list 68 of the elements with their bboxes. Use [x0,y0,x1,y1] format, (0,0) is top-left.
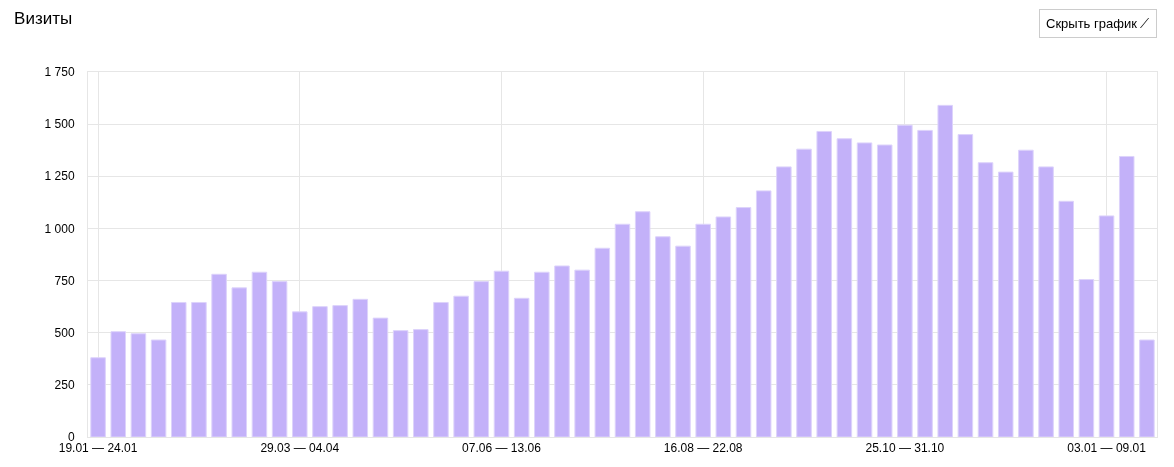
bar [554,265,570,437]
bar [796,148,812,437]
bar [1038,166,1054,437]
bar [897,124,913,437]
x-tick-label: 29.03 — 04.04 [260,441,340,456]
bar [655,236,671,437]
bar [856,142,873,437]
bar [675,245,691,437]
bar [1098,215,1115,437]
bar [977,162,994,437]
y-tick-label: 250 [54,378,75,393]
y-tick-label: 1 000 [44,221,75,236]
bar [574,269,590,437]
bar [372,317,389,437]
bar [816,130,832,437]
bar [110,331,127,437]
y-tick-label: 1 250 [44,169,75,184]
x-tick-label: 03.01 — 09.01 [1067,441,1147,456]
bar [1078,279,1095,437]
bar [231,287,248,437]
y-tick-label: 1 750 [44,65,75,80]
bar [715,216,732,437]
bar [90,357,106,437]
bar [171,301,187,437]
bar [614,223,631,437]
bar [634,211,651,437]
bar [997,171,1014,437]
bar [352,298,369,437]
bar [413,329,429,437]
bar [150,339,167,437]
bar [534,271,550,437]
bar [957,134,974,437]
y-tick-label: 500 [54,325,75,340]
bar [493,270,510,437]
x-tick-label: 07.06 — 13.06 [462,441,542,456]
bar [292,311,308,437]
bar [776,166,792,437]
bar [1058,200,1074,437]
bar [735,207,752,437]
bar [937,104,953,437]
x-tick-label: 25.10 — 31.10 [865,441,945,456]
bar [191,301,207,437]
bar [271,281,288,437]
bar [917,129,933,437]
bar [473,281,490,437]
bar [1139,339,1155,437]
y-tick-label: 750 [54,273,75,288]
bar [594,247,611,437]
bar [312,306,328,437]
bar [433,301,449,437]
bar [251,271,268,437]
bar [876,144,893,437]
bar [695,223,711,437]
bar [513,297,530,437]
bar [1118,155,1135,437]
text: Скрыть график ⟋ [1046,16,1151,31]
bar [1018,149,1034,437]
y-tick-label: 1 500 [44,117,75,132]
bar [453,295,469,437]
chart-title: Визиты [14,8,73,28]
bar [130,333,147,437]
x-tick-label: 19.01 — 24.01 [58,441,138,456]
bar [332,305,348,437]
bar [211,273,227,437]
bar [755,190,772,437]
x-tick-label: 16.08 — 22.08 [663,441,743,456]
bar [836,138,853,437]
bar [392,330,409,437]
